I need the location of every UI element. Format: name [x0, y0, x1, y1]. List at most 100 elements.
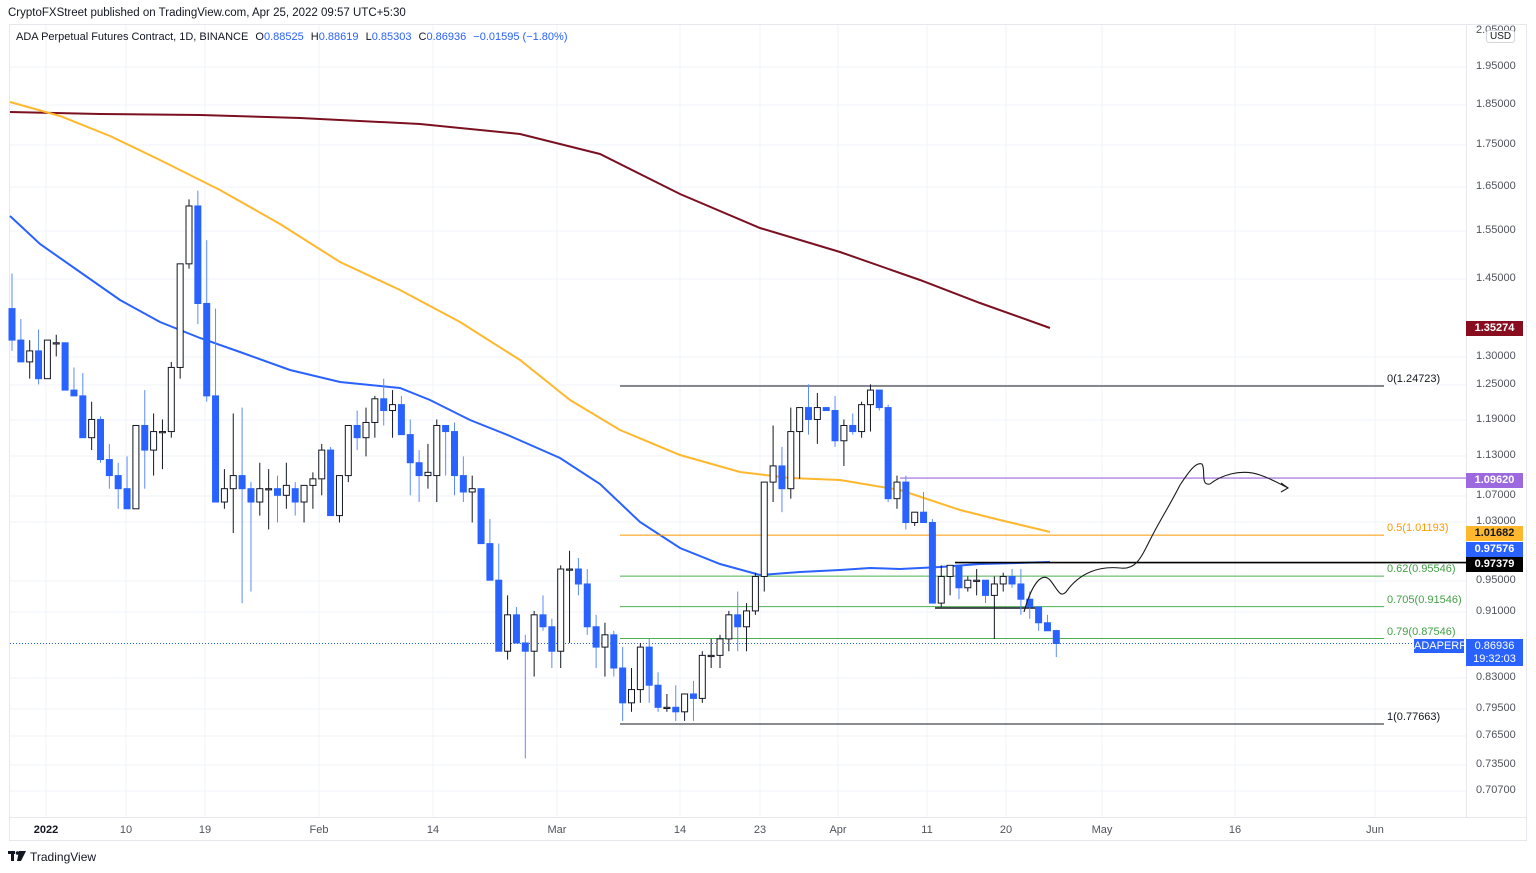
bull-candle: [636, 646, 644, 691]
fib-label-0.705: 0.705(0.91546): [1387, 593, 1462, 606]
time-tick: 19: [198, 824, 212, 836]
time-tick: 10: [119, 824, 133, 836]
time-tick: Mar: [547, 824, 567, 836]
fib-label-0.5: 0.5(1.01193): [1387, 522, 1449, 535]
time-tick: 11: [921, 824, 933, 836]
price-tick: 1.55000: [1476, 224, 1516, 236]
price-tick: 1.19000: [1476, 413, 1516, 425]
bull-candle: [167, 366, 175, 433]
ma100-line: [9, 101, 1051, 533]
bear-candle: [1017, 583, 1025, 600]
bull-candle: [813, 407, 821, 420]
last-price-value: 0.86936: [1474, 640, 1515, 652]
symbol-title: ADA Perpetual Futures Contract, 1D, BINA…: [16, 31, 249, 43]
bear-candle: [539, 614, 547, 628]
bear-candle: [459, 475, 467, 493]
price-tick: 0.73500: [1476, 758, 1516, 770]
bull-candle: [158, 431, 166, 434]
bear-candle: [238, 475, 246, 490]
fib-label-0: 0(1.24723): [1387, 372, 1441, 385]
bull-candle: [796, 407, 804, 433]
fib-label-1: 1(0.77663): [1387, 710, 1441, 723]
bear-candle: [105, 459, 113, 477]
bear-candle: [955, 564, 963, 589]
bull-candle: [344, 424, 352, 477]
time-tick: 20: [999, 824, 1013, 836]
tradingview-logo[interactable]: TradingView: [8, 850, 96, 864]
time-tick: 2022: [33, 824, 59, 836]
time-tick: May: [1091, 824, 1113, 836]
bear-candle: [689, 693, 697, 699]
countdown: 19:32:03: [1473, 653, 1516, 665]
price-tick: 0.76500: [1476, 729, 1516, 741]
ohlc-low: L0.85303: [365, 31, 412, 43]
bear-candle: [831, 410, 839, 442]
bull-candle: [725, 614, 733, 640]
bull-candle: [26, 350, 34, 363]
symbol-tag: ADAPERP: [1414, 639, 1467, 653]
time-axis-divider: [9, 817, 1527, 818]
ma200-line: [9, 111, 1051, 329]
ohlc-open: O0.88525: [255, 31, 304, 43]
bull-candle: [88, 418, 96, 439]
price-tick: 1.03000: [1476, 515, 1516, 527]
price-tick: 1.30000: [1476, 350, 1516, 362]
price-change: −0.01595 (−1.80%): [473, 31, 568, 43]
bear-candle: [114, 475, 122, 490]
bull-candle: [433, 424, 441, 477]
bull-candle: [504, 614, 512, 652]
price-tick: 1.07000: [1476, 489, 1516, 501]
price-tick: 1.75000: [1476, 138, 1516, 150]
ma50-line: [9, 215, 1051, 577]
bull-candle: [132, 424, 140, 510]
bear-candle: [654, 684, 662, 708]
bull-candle: [964, 579, 972, 589]
bull-candle: [698, 654, 706, 699]
bull-candle: [743, 610, 751, 628]
bear-candle: [212, 395, 220, 503]
bull-candle: [601, 634, 609, 648]
bear-candle: [1052, 630, 1060, 645]
bear-candle: [61, 342, 69, 391]
price-tick: 0.79500: [1476, 702, 1516, 714]
publisher-caption: CryptoFXStreet published on TradingView.…: [8, 7, 406, 19]
bear-candle: [619, 667, 627, 704]
bull-candle: [858, 404, 866, 433]
time-tick: 14: [426, 824, 440, 836]
ma100-price-tag: 1.01682: [1466, 526, 1523, 541]
bear-candle: [97, 418, 104, 461]
bear-candle: [734, 614, 742, 628]
bear-candle: [920, 511, 928, 524]
bear-candle: [8, 308, 16, 341]
bull-candle: [973, 579, 981, 582]
chart-frame: [9, 24, 1527, 841]
bull-candle: [769, 465, 777, 483]
bull-candle: [185, 205, 193, 265]
bear-candle: [327, 449, 335, 517]
bear-candle: [805, 407, 812, 420]
bull-candle: [840, 424, 848, 442]
price-axis-divider: [1466, 24, 1467, 817]
bear-candle: [574, 568, 582, 585]
bull-candle: [309, 478, 317, 486]
bull-candle: [530, 614, 538, 652]
bull-candle: [893, 481, 901, 500]
bear-candle: [1035, 606, 1043, 624]
bear-candle: [902, 481, 910, 524]
bear-candle: [35, 350, 43, 380]
bull-candle: [371, 398, 379, 423]
bear-candle: [645, 646, 653, 686]
bull-candle: [176, 263, 184, 368]
bear-candle: [194, 205, 202, 304]
bull-candle: [362, 421, 370, 439]
bear-candle: [521, 642, 529, 652]
bull-candle: [335, 475, 343, 517]
bear-candle: [849, 424, 857, 433]
bear-candle: [17, 339, 25, 363]
bear-candle: [141, 424, 149, 451]
bull-candle: [663, 706, 671, 710]
range-high-price-tag: 0.97379: [1466, 557, 1523, 572]
bear-candle: [442, 424, 450, 433]
currency-badge[interactable]: USD: [1486, 30, 1516, 43]
